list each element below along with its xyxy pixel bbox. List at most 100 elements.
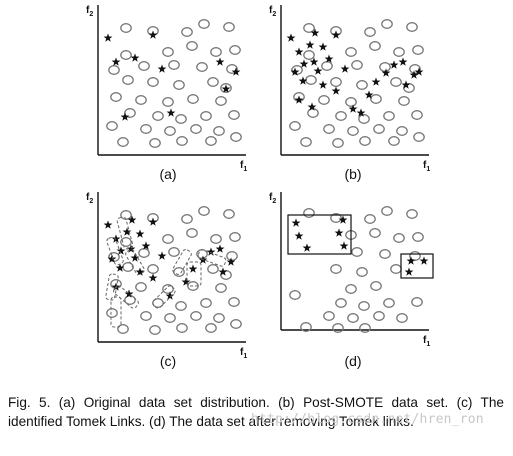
- sample-circle: [411, 297, 423, 307]
- sample-star: [130, 53, 140, 62]
- sample-star: [291, 218, 301, 227]
- sample-star: [215, 57, 225, 66]
- sample-circle: [190, 311, 202, 321]
- sample-circle: [359, 136, 371, 146]
- sample-star: [127, 215, 137, 224]
- sample-star: [318, 42, 328, 51]
- sample-circle: [223, 209, 235, 219]
- sample-circle: [124, 295, 136, 305]
- sample-circle: [369, 228, 381, 238]
- sample-star: [294, 47, 304, 56]
- sample-circle: [345, 47, 357, 57]
- sample-star: [381, 68, 391, 77]
- sample-circle: [300, 322, 312, 332]
- sample-circle: [409, 251, 421, 261]
- sample-circle: [358, 114, 370, 124]
- sample-star: [302, 243, 312, 252]
- sample-circle: [364, 27, 376, 37]
- sample-star: [206, 247, 216, 256]
- sample-circle: [229, 232, 241, 242]
- sample-star: [299, 59, 309, 68]
- sample-star: [165, 291, 175, 300]
- sample-star: [334, 228, 344, 237]
- sample-star: [120, 112, 130, 121]
- sample-circle: [396, 126, 408, 136]
- sample-circle: [117, 324, 129, 334]
- sample-star: [116, 246, 126, 255]
- sample-circle: [173, 267, 185, 277]
- y-axis-label-b: f2: [269, 5, 276, 18]
- sample-star: [398, 57, 408, 66]
- sample-circle: [173, 80, 185, 90]
- sample-circle: [122, 262, 134, 272]
- sample-star: [111, 234, 121, 243]
- sample-circle: [200, 298, 212, 308]
- sample-circle: [335, 111, 347, 121]
- sample-circle: [108, 65, 120, 75]
- sample-star: [409, 70, 419, 79]
- sample-circle: [356, 267, 368, 277]
- tomek-link-box: [152, 285, 176, 309]
- sample-star: [215, 244, 225, 253]
- sample-circle: [390, 77, 402, 87]
- sample-circle: [351, 247, 363, 257]
- sample-star: [294, 231, 304, 240]
- sample-star: [130, 253, 140, 262]
- sample-star: [226, 257, 236, 266]
- sample-circle: [120, 237, 132, 247]
- sample-star: [339, 241, 349, 250]
- sample-star: [135, 229, 145, 238]
- sample-circle: [140, 311, 152, 321]
- sample-star: [356, 108, 366, 117]
- sample-circle: [330, 213, 342, 223]
- sample-circle: [176, 136, 188, 146]
- sample-circle: [411, 110, 423, 120]
- kept-cluster-box-right: [400, 253, 434, 279]
- sample-circle: [305, 75, 317, 85]
- sample-circle: [152, 111, 164, 121]
- sample-circle: [186, 41, 198, 51]
- sample-circle: [200, 111, 212, 121]
- sample-circle: [321, 61, 333, 71]
- sample-circle: [228, 110, 240, 120]
- sample-circle: [122, 75, 134, 85]
- sample-circle: [379, 249, 391, 259]
- sample-star: [115, 263, 125, 272]
- sample-circle: [229, 45, 241, 55]
- sample-star: [294, 95, 304, 104]
- sample-star: [157, 64, 167, 73]
- sample-star: [309, 57, 319, 66]
- sample-circle: [332, 138, 344, 148]
- tomek-link-box: [197, 249, 227, 267]
- sample-circle: [149, 138, 161, 148]
- x-axis-label-d: f1: [423, 335, 430, 348]
- sample-circle: [332, 323, 344, 333]
- sample-circle: [135, 282, 147, 292]
- sample-circle: [176, 323, 188, 333]
- sample-star: [338, 215, 348, 224]
- sample-circle: [370, 281, 382, 291]
- sample-circle: [289, 121, 301, 131]
- sample-circle: [168, 60, 180, 70]
- sample-circle: [383, 111, 395, 121]
- sample-star: [148, 273, 158, 282]
- sample-circle: [198, 206, 210, 216]
- sample-circle: [186, 228, 198, 238]
- sample-star: [310, 28, 320, 37]
- sample-circle: [383, 298, 395, 308]
- sample-circle: [303, 50, 315, 60]
- sample-circle: [330, 77, 342, 87]
- sample-star: [364, 90, 374, 99]
- sample-circle: [364, 214, 376, 224]
- sample-circle: [379, 62, 391, 72]
- sample-circle: [147, 77, 159, 87]
- sample-circle: [175, 114, 187, 124]
- sample-circle: [198, 19, 210, 29]
- sample-circle: [381, 206, 393, 216]
- sample-circle: [356, 80, 368, 90]
- sample-circle: [223, 22, 235, 32]
- sample-circle: [396, 313, 408, 323]
- sample-star: [318, 80, 328, 89]
- sample-circle: [393, 47, 405, 57]
- sample-circle: [370, 94, 382, 104]
